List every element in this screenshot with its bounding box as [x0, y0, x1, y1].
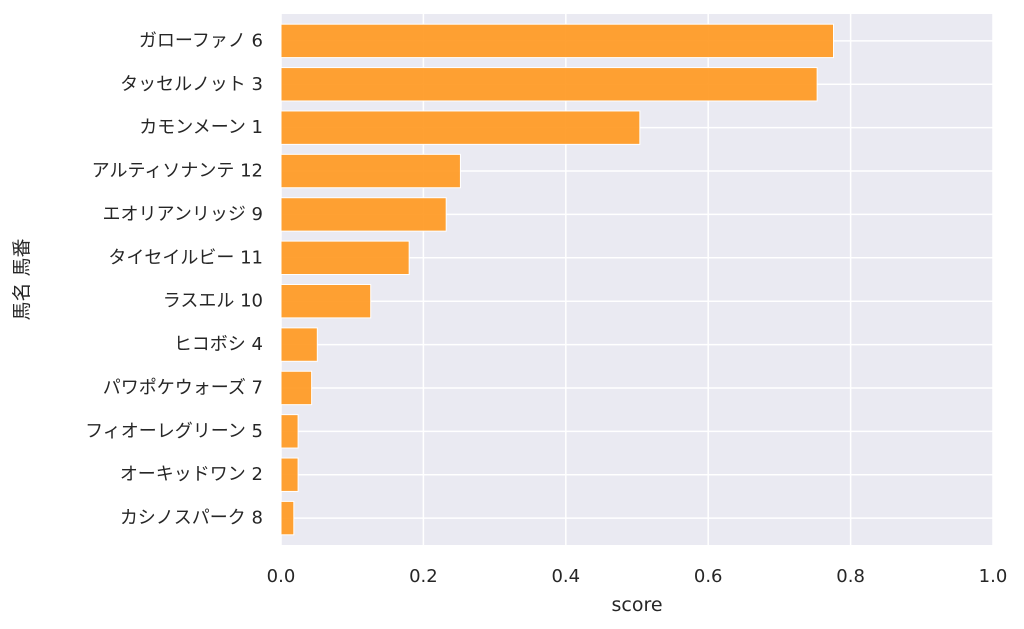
x-tick-label: 0.4	[551, 566, 580, 587]
bar	[280, 67, 818, 102]
y-tick-label: カシノスパーク 8	[120, 508, 263, 529]
x-axis-label: score	[611, 594, 662, 616]
y-tick-label: ヒコボシ 4	[174, 334, 263, 355]
y-tick-labels: ガローファノ 6 タッセルノット 3 カモンメーン 1 アルティソナンテ 12 エオリア…	[85, 30, 263, 528]
y-tick-label: オーキッドワン 2	[120, 464, 263, 485]
x-tick-label: 0.6	[694, 566, 723, 587]
y-tick-label: タッセルノット 3	[120, 74, 263, 95]
y-tick-label: アルティソナンテ 12	[92, 161, 263, 182]
y-tick-label: タイセイルビー 11	[108, 247, 263, 268]
bar	[280, 500, 295, 536]
y-tick-label: ラスエル 10	[163, 291, 263, 312]
x-tick-label: 0.8	[836, 566, 865, 587]
x-tick-label: 1.0	[979, 566, 1008, 587]
bar	[280, 370, 313, 406]
y-tick-label: パワポケウォーズ 7	[103, 377, 263, 398]
y-tick-label: フィオーレグリーン 5	[85, 421, 263, 442]
bar	[280, 153, 461, 189]
y-tick-label: ガローファノ 6	[139, 30, 263, 51]
plot-background	[281, 14, 993, 545]
bar	[280, 197, 447, 232]
bar	[280, 283, 372, 319]
x-tick-label: 0.0	[267, 566, 296, 587]
x-tick-label: 0.2	[409, 566, 438, 587]
bar	[280, 327, 318, 362]
bars	[280, 23, 835, 536]
y-tick-label: カモンメーン 1	[139, 117, 263, 138]
bar	[280, 414, 299, 449]
y-axis-label: 馬名 馬番	[11, 238, 33, 320]
bar	[280, 110, 641, 145]
y-tick-label: エオリアンリッジ 9	[103, 204, 263, 225]
bar	[280, 240, 410, 276]
bar	[280, 23, 835, 59]
x-tick-labels: 0.0 0.2 0.4 0.6 0.8 1.0	[267, 566, 1008, 587]
bar	[280, 457, 299, 492]
